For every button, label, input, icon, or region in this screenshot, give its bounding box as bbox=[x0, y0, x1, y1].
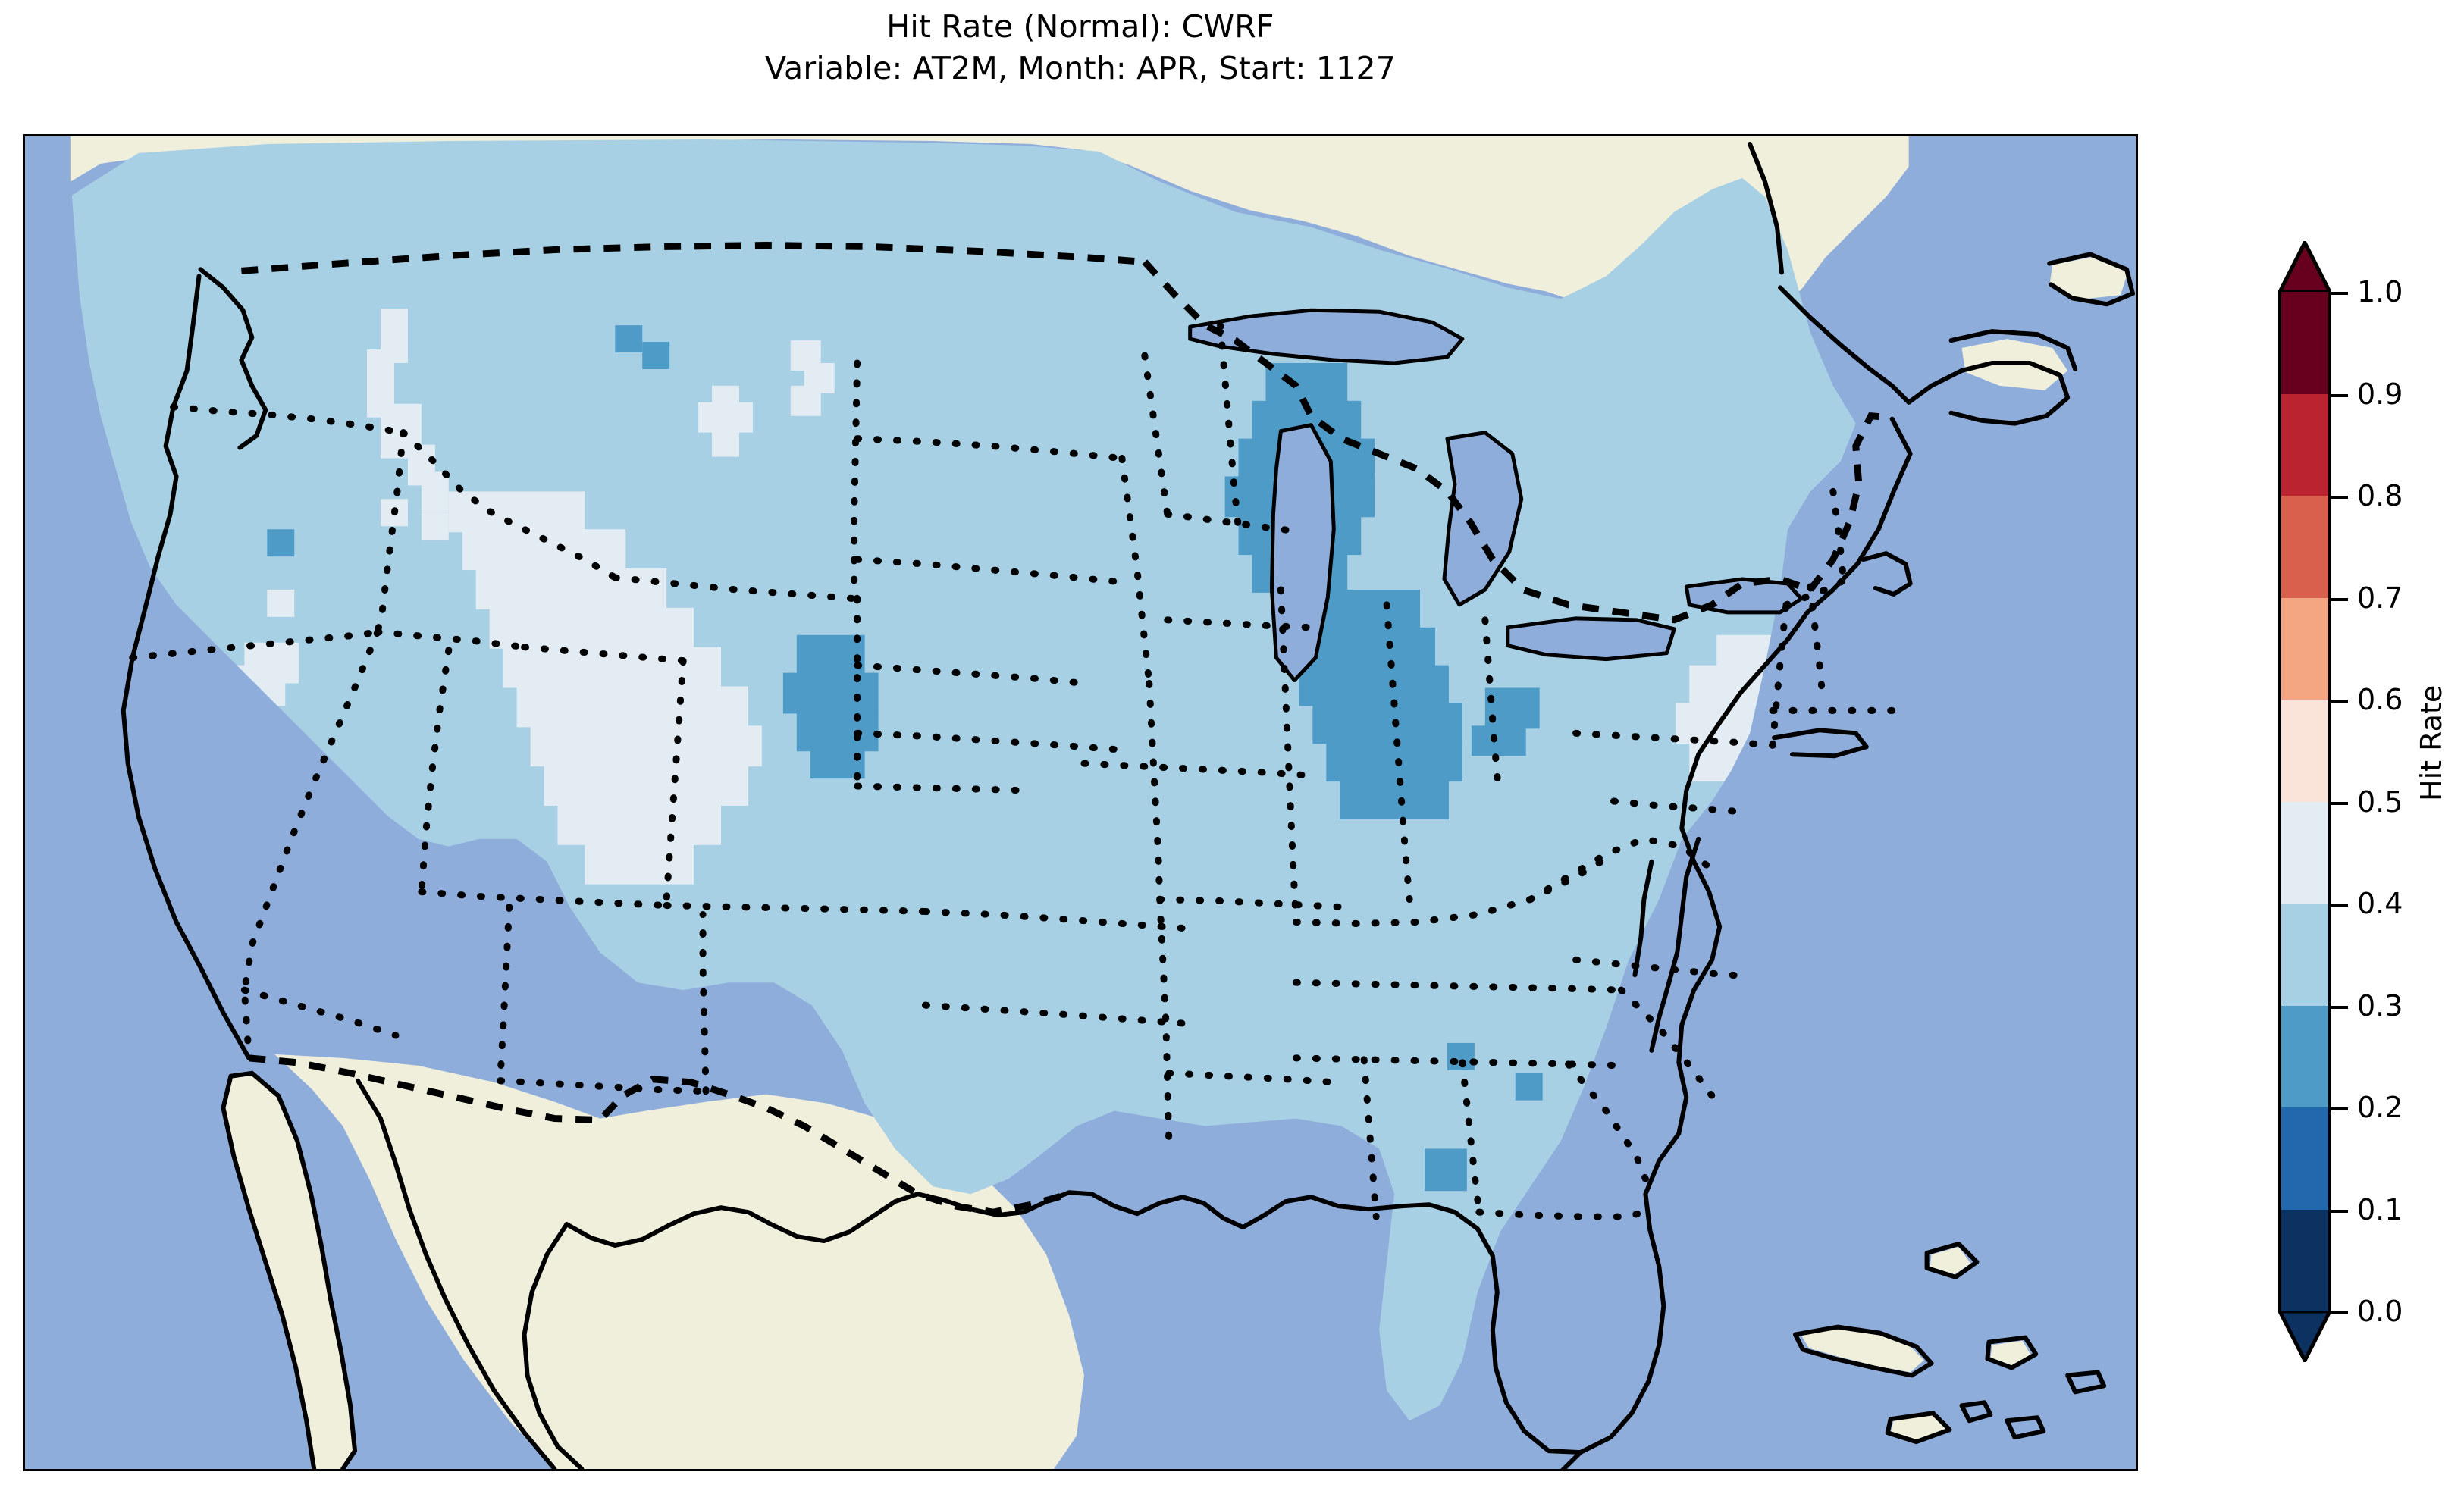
colorbar-tick-0.7 bbox=[2331, 597, 2348, 601]
colorbar-ticklabel-0.5: 0.5 bbox=[2357, 785, 2403, 819]
colorbar-band-0.7-0.8 bbox=[2278, 496, 2331, 598]
colorbar-tick-0.6 bbox=[2331, 700, 2348, 703]
national-border bbox=[241, 242, 1892, 1216]
colorbar-tick-0.1 bbox=[2331, 1209, 2348, 1213]
page-title: Hit Rate (Normal): CWRF Variable: AT2M, … bbox=[0, 6, 2161, 89]
coastline bbox=[121, 141, 2136, 1469]
colorbar-tick-0.8 bbox=[2331, 496, 2348, 499]
colorbar-band-0.2-0.3 bbox=[2278, 1005, 2331, 1107]
colorbar-extend-arrow-top bbox=[2278, 241, 2331, 292]
colorbar-tick-0.2 bbox=[2331, 1107, 2348, 1110]
colorbar-ticklabel-0.1: 0.1 bbox=[2357, 1192, 2403, 1226]
colorbar-band-0.9-1.0 bbox=[2278, 292, 2331, 394]
colorbar-tick-0.4 bbox=[2331, 904, 2348, 907]
state-borders bbox=[129, 321, 1898, 1220]
colorbar-band-0.5-0.6 bbox=[2278, 700, 2331, 802]
colorbar-ticklabel-1.0: 1.0 bbox=[2357, 275, 2403, 309]
title-line-secondary: Variable: AT2M, Month: APR, Start: 1127 bbox=[764, 49, 1397, 86]
colorbar-band-0.4-0.5 bbox=[2278, 801, 2331, 904]
colorbar-axis-label: Hit Rate bbox=[2415, 684, 2448, 801]
colorbar-tick-0.9 bbox=[2331, 393, 2348, 397]
title-line-primary: Hit Rate (Normal): CWRF bbox=[886, 8, 1274, 45]
colorbar-ticklabel-0.0: 0.0 bbox=[2357, 1295, 2403, 1328]
colorbar-bands bbox=[2278, 292, 2331, 1311]
colorbar-band-0.3-0.4 bbox=[2278, 904, 2331, 1006]
colorbar-ticklabel-0.2: 0.2 bbox=[2357, 1091, 2403, 1124]
colorbar-tick-0.0 bbox=[2331, 1311, 2348, 1314]
colorbar-ticklabel-0.6: 0.6 bbox=[2357, 683, 2403, 716]
colorbar-band-0.8-0.9 bbox=[2278, 393, 2331, 496]
colorbar-band-0.1-0.2 bbox=[2278, 1107, 2331, 1210]
colorbar-ticklabel-0.9: 0.9 bbox=[2357, 377, 2403, 411]
colorbar-band-0.6-0.7 bbox=[2278, 597, 2331, 700]
colorbar[interactable]: 1.0 0.9 0.8 0.7 0.6 0.5 0.4 0.3 0.2 0.1 … bbox=[2278, 241, 2403, 1362]
map-axes bbox=[23, 134, 2138, 1471]
colorbar-tick-0.5 bbox=[2331, 801, 2348, 805]
map-svg bbox=[25, 136, 2136, 1469]
colorbar-ticklabel-0.4: 0.4 bbox=[2357, 887, 2403, 920]
colorbar-tick-0.3 bbox=[2331, 1005, 2348, 1009]
map-canvas bbox=[25, 136, 2136, 1469]
colorbar-ticklabel-0.3: 0.3 bbox=[2357, 988, 2403, 1023]
colorbar-tick-1.0 bbox=[2331, 292, 2348, 295]
colorbar-extend-arrow-bottom bbox=[2278, 1311, 2331, 1362]
colorbar-ticklabel-0.8: 0.8 bbox=[2357, 479, 2403, 512]
colorbar-ticklabel-0.7: 0.7 bbox=[2357, 581, 2403, 615]
colorbar-band-0.0-0.1 bbox=[2278, 1209, 2331, 1311]
